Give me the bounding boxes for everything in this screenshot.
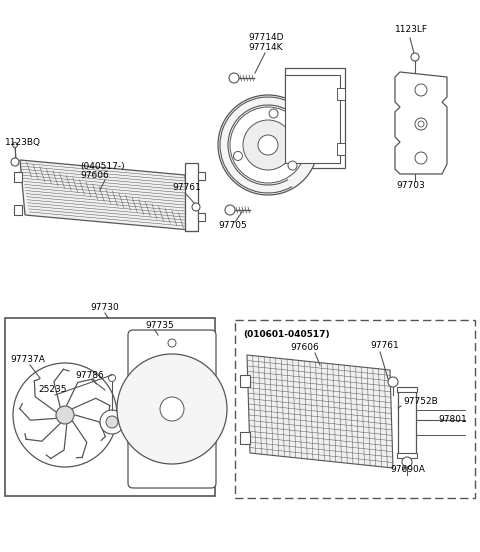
Circle shape	[415, 84, 427, 96]
Circle shape	[168, 339, 176, 347]
Bar	[285, 75, 340, 163]
Text: 97606: 97606	[80, 171, 109, 179]
Bar	[397, 453, 417, 458]
Circle shape	[388, 377, 398, 387]
Circle shape	[415, 118, 427, 130]
Text: 97786: 97786	[75, 370, 104, 380]
FancyBboxPatch shape	[128, 330, 216, 488]
Circle shape	[160, 397, 184, 421]
Bar	[235, 320, 475, 498]
Polygon shape	[395, 72, 447, 174]
Circle shape	[230, 107, 306, 183]
Bar	[14, 205, 22, 215]
Text: 1123BQ: 1123BQ	[5, 139, 41, 147]
Circle shape	[13, 363, 117, 467]
Circle shape	[12, 142, 17, 147]
Text: 97705: 97705	[218, 220, 247, 230]
Bar	[198, 213, 205, 221]
Circle shape	[269, 109, 278, 118]
Text: 97730: 97730	[90, 304, 119, 312]
Text: 97606: 97606	[290, 343, 319, 353]
Circle shape	[258, 135, 278, 155]
Polygon shape	[20, 160, 190, 230]
Bar	[337, 143, 345, 155]
Circle shape	[100, 410, 124, 434]
Text: 97761: 97761	[370, 341, 399, 349]
Text: 97761: 97761	[172, 183, 201, 193]
Circle shape	[106, 416, 118, 428]
Circle shape	[243, 120, 293, 170]
Bar	[185, 163, 198, 231]
Text: 97714D: 97714D	[248, 34, 284, 43]
Text: 97703: 97703	[396, 181, 425, 189]
Circle shape	[229, 73, 239, 83]
Text: (010601-040517): (010601-040517)	[243, 331, 330, 339]
Text: 97735: 97735	[145, 321, 174, 330]
Circle shape	[218, 95, 318, 195]
Circle shape	[56, 406, 74, 424]
Circle shape	[117, 354, 227, 464]
Circle shape	[108, 374, 116, 381]
Bar	[198, 172, 205, 180]
Text: 1123LF: 1123LF	[395, 25, 428, 34]
Circle shape	[225, 205, 235, 215]
Circle shape	[411, 53, 419, 61]
Bar	[337, 88, 345, 100]
Text: 97752B: 97752B	[403, 397, 438, 406]
Bar	[240, 432, 250, 444]
Circle shape	[233, 151, 242, 161]
Bar	[285, 68, 345, 168]
Bar	[398, 390, 416, 455]
Polygon shape	[247, 355, 393, 468]
Circle shape	[11, 158, 19, 166]
Bar	[240, 375, 250, 387]
Circle shape	[402, 457, 412, 467]
Bar	[14, 172, 22, 182]
Text: 97737A: 97737A	[10, 355, 45, 364]
Text: 97801: 97801	[438, 416, 467, 424]
Text: (040517-): (040517-)	[80, 162, 125, 172]
Bar	[5, 318, 215, 496]
Circle shape	[418, 121, 424, 127]
Text: 97714K: 97714K	[248, 43, 283, 51]
Circle shape	[415, 152, 427, 164]
Circle shape	[288, 161, 297, 170]
Text: 25235: 25235	[38, 385, 67, 395]
Circle shape	[192, 203, 200, 211]
Text: 97690A: 97690A	[390, 465, 425, 475]
Bar	[397, 387, 417, 392]
